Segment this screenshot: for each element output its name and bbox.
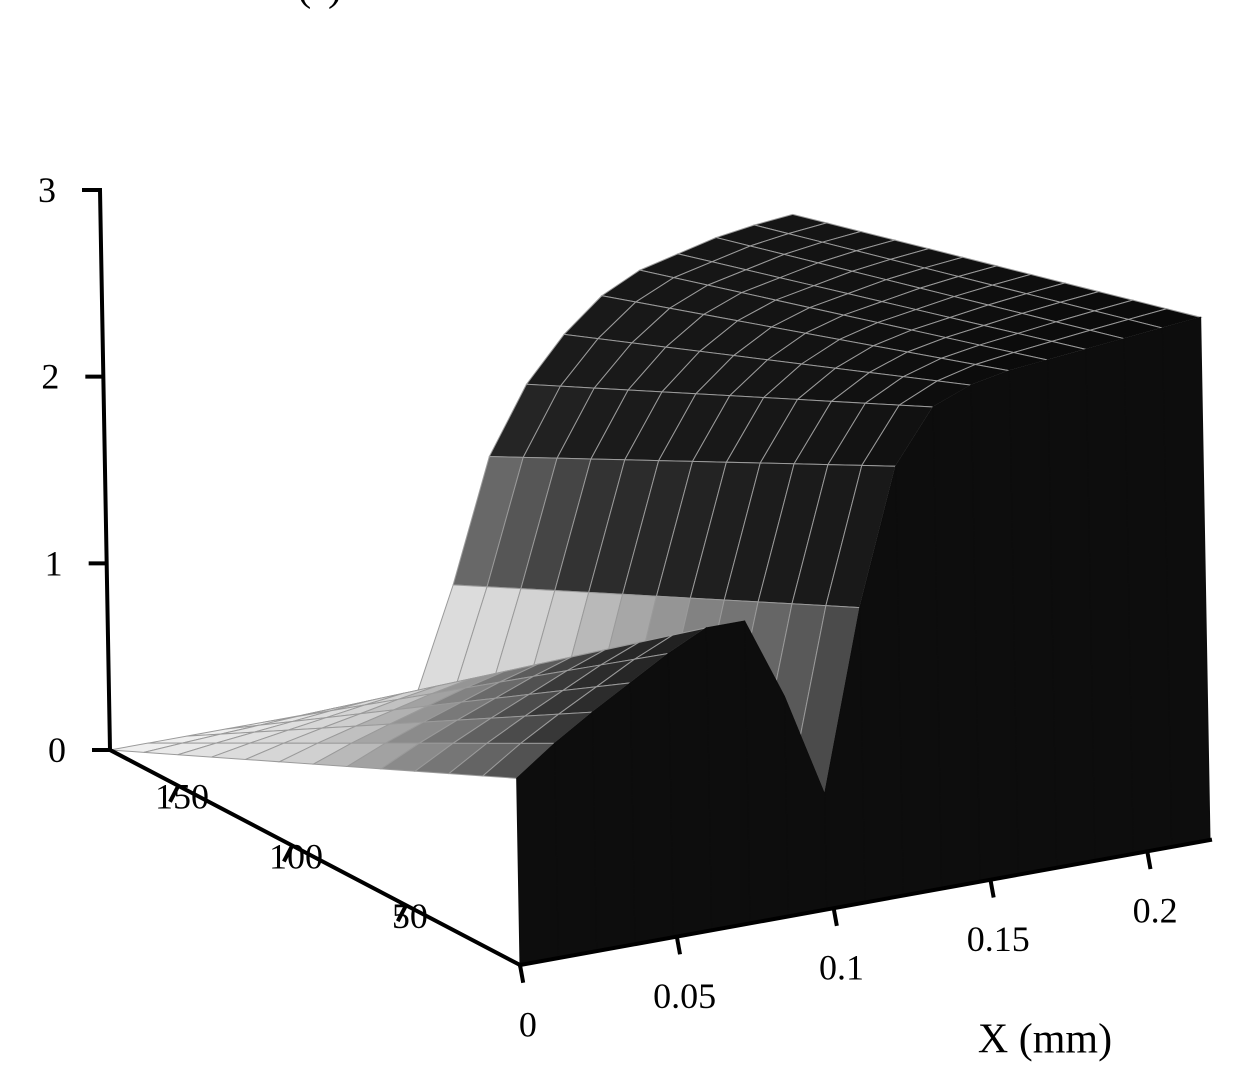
- tick-label: 0.15: [967, 919, 1030, 959]
- tick-label: 0: [519, 1004, 537, 1044]
- tick-label: 0.2: [1133, 891, 1178, 931]
- tick-label: 0: [48, 730, 66, 770]
- tick-label: 3: [38, 170, 56, 210]
- y-axis-label: Y (°): [258, 0, 342, 10]
- plot-svg: 0 0.05 0.1 0.15 0.2 50 100 150 0 1 2 3 X (mm) Y (°): [0, 0, 1240, 1076]
- tick-label: 0.05: [653, 976, 716, 1016]
- tick-label: 150: [155, 777, 209, 817]
- x-axis-label: X (mm): [978, 1017, 1112, 1063]
- surface-plot: 0 0.05 0.1 0.15 0.2 50 100 150 0 1 2 3 X (mm) Y (°): [0, 0, 1240, 1076]
- tick-label: 1: [45, 543, 63, 583]
- tick-label: 0.1: [819, 947, 864, 987]
- tick-label: 2: [41, 357, 59, 397]
- tick-label: 50: [392, 896, 428, 936]
- tick-label: 100: [269, 836, 323, 876]
